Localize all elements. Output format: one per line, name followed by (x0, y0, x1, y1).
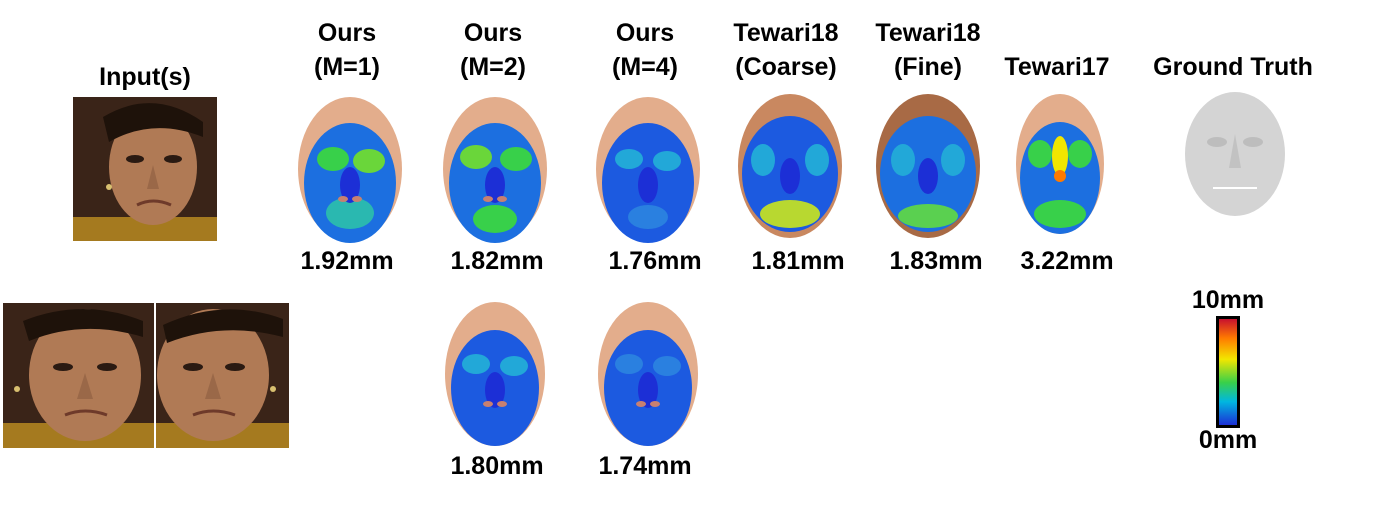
error-ours-m2: 1.82mm (450, 247, 544, 275)
header-ours-m4: Ours (M=4) (612, 16, 678, 84)
error-ours-m4-row2: 1.74mm (598, 452, 692, 480)
input-photo-pair (3, 303, 289, 448)
header-tewari17: Tewari17 (1004, 53, 1110, 81)
error-tewari17: 3.22mm (1020, 247, 1114, 275)
header-tewari18-fine-line2: (Fine) (893, 53, 963, 81)
error-ours-m2-row2: 1.80mm (450, 452, 544, 480)
header-ours-m4-line1: Ours (615, 19, 675, 47)
face-ours-m4-row2 (598, 302, 698, 446)
header-tewari18-coarse-line1: Tewari18 (733, 19, 839, 47)
header-tewari18-fine-line1: Tewari18 (875, 19, 981, 47)
face-ground-truth (1185, 92, 1285, 216)
header-tewari18-coarse-line2: (Coarse) (735, 53, 837, 81)
face-ours-m2-row2 (445, 302, 545, 446)
header-ours-m2: Ours (M=2) (460, 16, 526, 84)
error-colorbar (1216, 316, 1240, 428)
face-tewari17 (1016, 94, 1104, 234)
error-tewari18-fine: 1.83mm (889, 247, 983, 275)
face-tewari18-fine (876, 94, 980, 238)
header-input: Input(s) (99, 63, 191, 91)
error-ours-m1: 1.92mm (300, 247, 394, 275)
face-tewari18-coarse (738, 94, 842, 238)
header-ours-m1-line2: (M=1) (314, 53, 380, 81)
header-ours-m1: Ours (M=1) (314, 16, 380, 84)
input-photo-frontal (73, 97, 217, 241)
header-tewari18-fine: Tewari18 (Fine) (875, 16, 980, 84)
error-ours-m4: 1.76mm (608, 247, 702, 275)
error-tewari18-coarse: 1.81mm (751, 247, 845, 275)
colorbar-max-label: 10mm (1191, 286, 1265, 314)
colorbar-min-label: 0mm (1198, 426, 1258, 454)
face-ours-m1 (298, 97, 402, 243)
face-ours-m2 (443, 97, 547, 243)
header-ours-m4-line2: (M=4) (612, 53, 678, 81)
header-tewari18-coarse: Tewari18 (Coarse) (733, 16, 838, 84)
header-ours-m2-line2: (M=2) (460, 53, 526, 81)
header-ours-m2-line1: Ours (463, 19, 523, 47)
header-ground-truth: Ground Truth (1153, 53, 1313, 81)
header-ours-m1-line1: Ours (317, 19, 377, 47)
face-ours-m4 (596, 97, 700, 243)
